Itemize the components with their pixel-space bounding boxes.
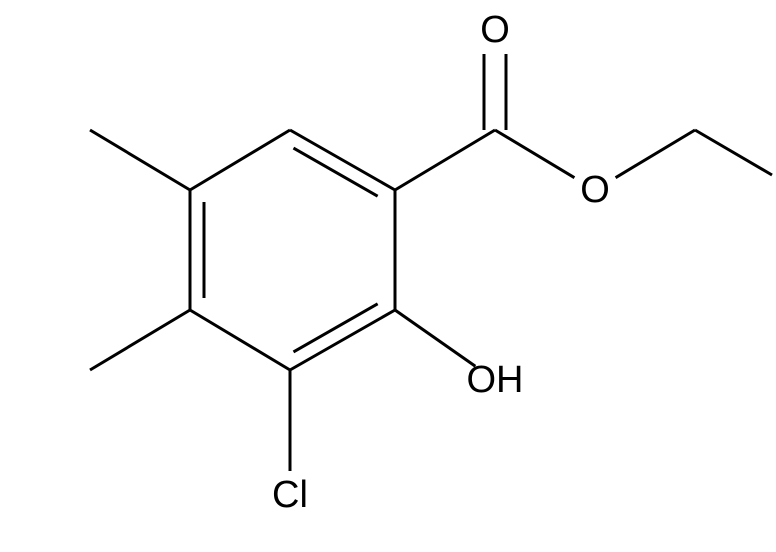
atom-label-o: O bbox=[480, 9, 510, 51]
atom-label-o: O bbox=[580, 169, 610, 211]
atom-label-oh: OH bbox=[467, 359, 524, 401]
atom-label-cl: Cl bbox=[272, 474, 308, 516]
molecule-diagram: Cl OH O O bbox=[0, 0, 776, 552]
